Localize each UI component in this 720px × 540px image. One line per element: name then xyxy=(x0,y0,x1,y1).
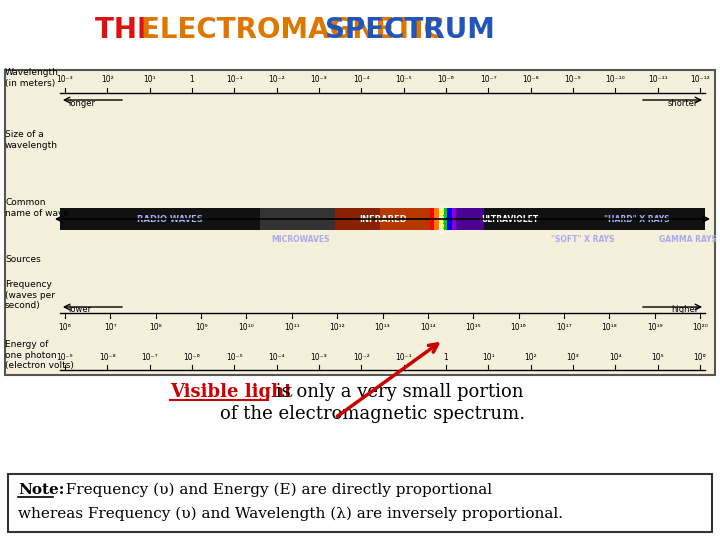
Text: 10⁻⁶: 10⁻⁶ xyxy=(184,353,200,362)
Text: Visible light: Visible light xyxy=(170,383,292,401)
Text: 10¹⁵: 10¹⁵ xyxy=(465,323,481,332)
Text: 10¹⁷: 10¹⁷ xyxy=(556,323,572,332)
Text: 10¹: 10¹ xyxy=(482,353,495,362)
Text: VISIBLE: VISIBLE xyxy=(440,204,446,234)
Bar xyxy=(451,208,456,230)
Text: 10⁻⁵: 10⁻⁵ xyxy=(226,353,243,362)
Text: 10⁻¹⁰: 10⁻¹⁰ xyxy=(606,75,625,84)
Bar xyxy=(260,208,335,230)
Text: 10⁻⁶: 10⁻⁶ xyxy=(438,75,454,84)
Text: 10²: 10² xyxy=(101,75,114,84)
Text: lower: lower xyxy=(68,305,91,314)
Text: 10²: 10² xyxy=(524,353,537,362)
Text: INFRARED: INFRARED xyxy=(359,214,407,224)
Text: 10⁶: 10⁶ xyxy=(693,353,706,362)
Text: 10¹: 10¹ xyxy=(143,75,156,84)
Text: 10⁷: 10⁷ xyxy=(104,323,117,332)
Bar xyxy=(380,208,435,230)
Text: 10¹⁶: 10¹⁶ xyxy=(510,323,526,332)
Text: GAMMA RAYS: GAMMA RAYS xyxy=(659,235,717,245)
Bar xyxy=(8,474,712,532)
Text: higher: higher xyxy=(671,305,698,314)
Text: 10⁵: 10⁵ xyxy=(652,353,664,362)
Bar xyxy=(330,208,435,230)
Bar xyxy=(438,208,444,230)
Text: 10²⁰: 10²⁰ xyxy=(692,323,708,332)
Text: Size of a
wavelength: Size of a wavelength xyxy=(5,130,58,150)
Text: 10⁻¹²: 10⁻¹² xyxy=(690,75,710,84)
Text: 10⁻⁷: 10⁻⁷ xyxy=(141,353,158,362)
Bar xyxy=(447,208,452,230)
Text: of the electromagnetic spectrum.: of the electromagnetic spectrum. xyxy=(220,405,525,423)
Text: 10⁻¹¹: 10⁻¹¹ xyxy=(648,75,667,84)
Text: 10⁻⁴: 10⁻⁴ xyxy=(269,353,285,362)
Text: 10⁻²: 10⁻² xyxy=(269,75,285,84)
Text: 10⁴: 10⁴ xyxy=(609,353,621,362)
Text: 10⁻³: 10⁻³ xyxy=(310,353,328,362)
Text: MICROWAVES: MICROWAVES xyxy=(271,235,329,245)
Text: 10⁹: 10⁹ xyxy=(194,323,207,332)
Text: 10¹⁴: 10¹⁴ xyxy=(420,323,436,332)
Text: shorter: shorter xyxy=(667,98,698,107)
Text: 1: 1 xyxy=(189,75,194,84)
Text: ELECTROMAGNETIC: ELECTROMAGNETIC xyxy=(141,16,454,44)
Text: 10¹⁹: 10¹⁹ xyxy=(647,323,662,332)
Text: 10¹⁸: 10¹⁸ xyxy=(601,323,617,332)
Text: 10⁻⁹: 10⁻⁹ xyxy=(57,353,73,362)
Text: RADIO WAVES: RADIO WAVES xyxy=(137,214,203,224)
Text: 10⁻¹: 10⁻¹ xyxy=(226,75,243,84)
Bar xyxy=(434,208,439,230)
Text: is only a very small portion: is only a very small portion xyxy=(270,383,523,401)
Text: 10⁻²: 10⁻² xyxy=(353,353,369,362)
Text: 10⁻⁷: 10⁻⁷ xyxy=(480,75,497,84)
Text: THE: THE xyxy=(95,16,166,44)
Text: 10⁻⁹: 10⁻⁹ xyxy=(564,75,581,84)
Bar xyxy=(456,208,484,230)
Text: 10¹³: 10¹³ xyxy=(374,323,390,332)
Text: 10⁻³: 10⁻³ xyxy=(310,75,328,84)
Bar xyxy=(443,208,448,230)
Text: 1: 1 xyxy=(444,353,449,362)
Text: 10⁻¹: 10⁻¹ xyxy=(395,353,412,362)
Text: 10⁻⁸: 10⁻⁸ xyxy=(522,75,539,84)
Text: SPECTRUM: SPECTRUM xyxy=(325,16,495,44)
Text: Sources: Sources xyxy=(5,255,41,265)
Text: 10⁻⁸: 10⁻⁸ xyxy=(99,353,116,362)
Text: Wavelength
(in meters): Wavelength (in meters) xyxy=(5,68,59,87)
Text: whereas Frequency (υ) and Wavelength (λ) are inversely proportional.: whereas Frequency (υ) and Wavelength (λ)… xyxy=(18,507,563,521)
Text: 10¹⁰: 10¹⁰ xyxy=(238,323,254,332)
Text: 10⁻⁵: 10⁻⁵ xyxy=(395,75,412,84)
Text: longer: longer xyxy=(68,98,95,107)
Bar xyxy=(430,208,435,230)
Text: 10¹²: 10¹² xyxy=(329,323,345,332)
Text: Frequency
(waves per
second): Frequency (waves per second) xyxy=(5,280,55,310)
Text: "HARD" X RAYS: "HARD" X RAYS xyxy=(604,214,670,224)
Text: Energy of
one photon
(electron volts): Energy of one photon (electron volts) xyxy=(5,340,74,370)
Text: 10⁻⁴: 10⁻⁴ xyxy=(353,75,369,84)
Text: Common
name of wave: Common name of wave xyxy=(5,198,69,218)
Text: Frequency (υ) and Energy (E) are directly proportional: Frequency (υ) and Energy (E) are directl… xyxy=(56,483,492,497)
Text: 10⁻³: 10⁻³ xyxy=(57,75,73,84)
Text: 10⁶: 10⁶ xyxy=(58,323,71,332)
Text: 10¹¹: 10¹¹ xyxy=(284,323,300,332)
Text: ULTRAVIOLET: ULTRAVIOLET xyxy=(482,214,539,224)
Text: 10³: 10³ xyxy=(567,353,580,362)
Text: 10⁸: 10⁸ xyxy=(150,323,162,332)
Text: "SOFT" X RAYS: "SOFT" X RAYS xyxy=(552,235,615,245)
Text: Note:: Note: xyxy=(18,483,64,497)
Bar xyxy=(5,70,715,375)
Bar xyxy=(60,208,705,230)
